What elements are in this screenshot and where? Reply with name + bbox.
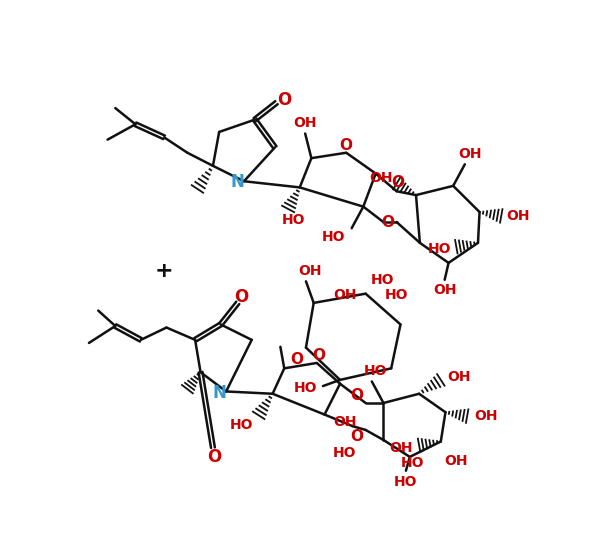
Text: HO: HO — [394, 475, 418, 488]
Text: O: O — [340, 137, 353, 152]
Text: O: O — [350, 429, 363, 444]
Text: O: O — [392, 174, 404, 189]
Text: HO: HO — [400, 456, 424, 470]
Text: OH: OH — [389, 441, 412, 455]
Text: OH: OH — [293, 117, 317, 131]
Text: OH: OH — [433, 283, 457, 297]
Text: HO: HO — [371, 273, 394, 287]
Text: OH: OH — [458, 147, 482, 160]
Text: OH: OH — [448, 370, 471, 384]
Text: OH: OH — [474, 409, 497, 423]
Text: HO: HO — [333, 446, 356, 460]
Text: HO: HO — [293, 380, 317, 395]
Text: OH: OH — [506, 209, 530, 223]
Text: +: + — [155, 261, 173, 280]
Text: HO: HO — [385, 288, 409, 302]
Text: O: O — [277, 90, 292, 109]
Text: O: O — [235, 288, 249, 305]
Text: N: N — [230, 173, 244, 191]
Text: O: O — [312, 348, 325, 363]
Text: OH: OH — [370, 171, 393, 185]
Text: HO: HO — [230, 417, 253, 432]
Text: O: O — [350, 388, 363, 403]
Text: OH: OH — [298, 264, 322, 278]
Text: OH: OH — [333, 288, 356, 302]
Text: OH: OH — [333, 415, 356, 429]
Text: HO: HO — [322, 231, 346, 244]
Text: O: O — [208, 448, 221, 466]
Text: O: O — [290, 351, 303, 366]
Text: OH: OH — [445, 454, 468, 468]
Text: HO: HO — [282, 213, 305, 227]
Text: HO: HO — [427, 242, 451, 256]
Text: HO: HO — [364, 364, 388, 378]
Text: N: N — [212, 384, 226, 402]
Text: O: O — [381, 215, 394, 230]
